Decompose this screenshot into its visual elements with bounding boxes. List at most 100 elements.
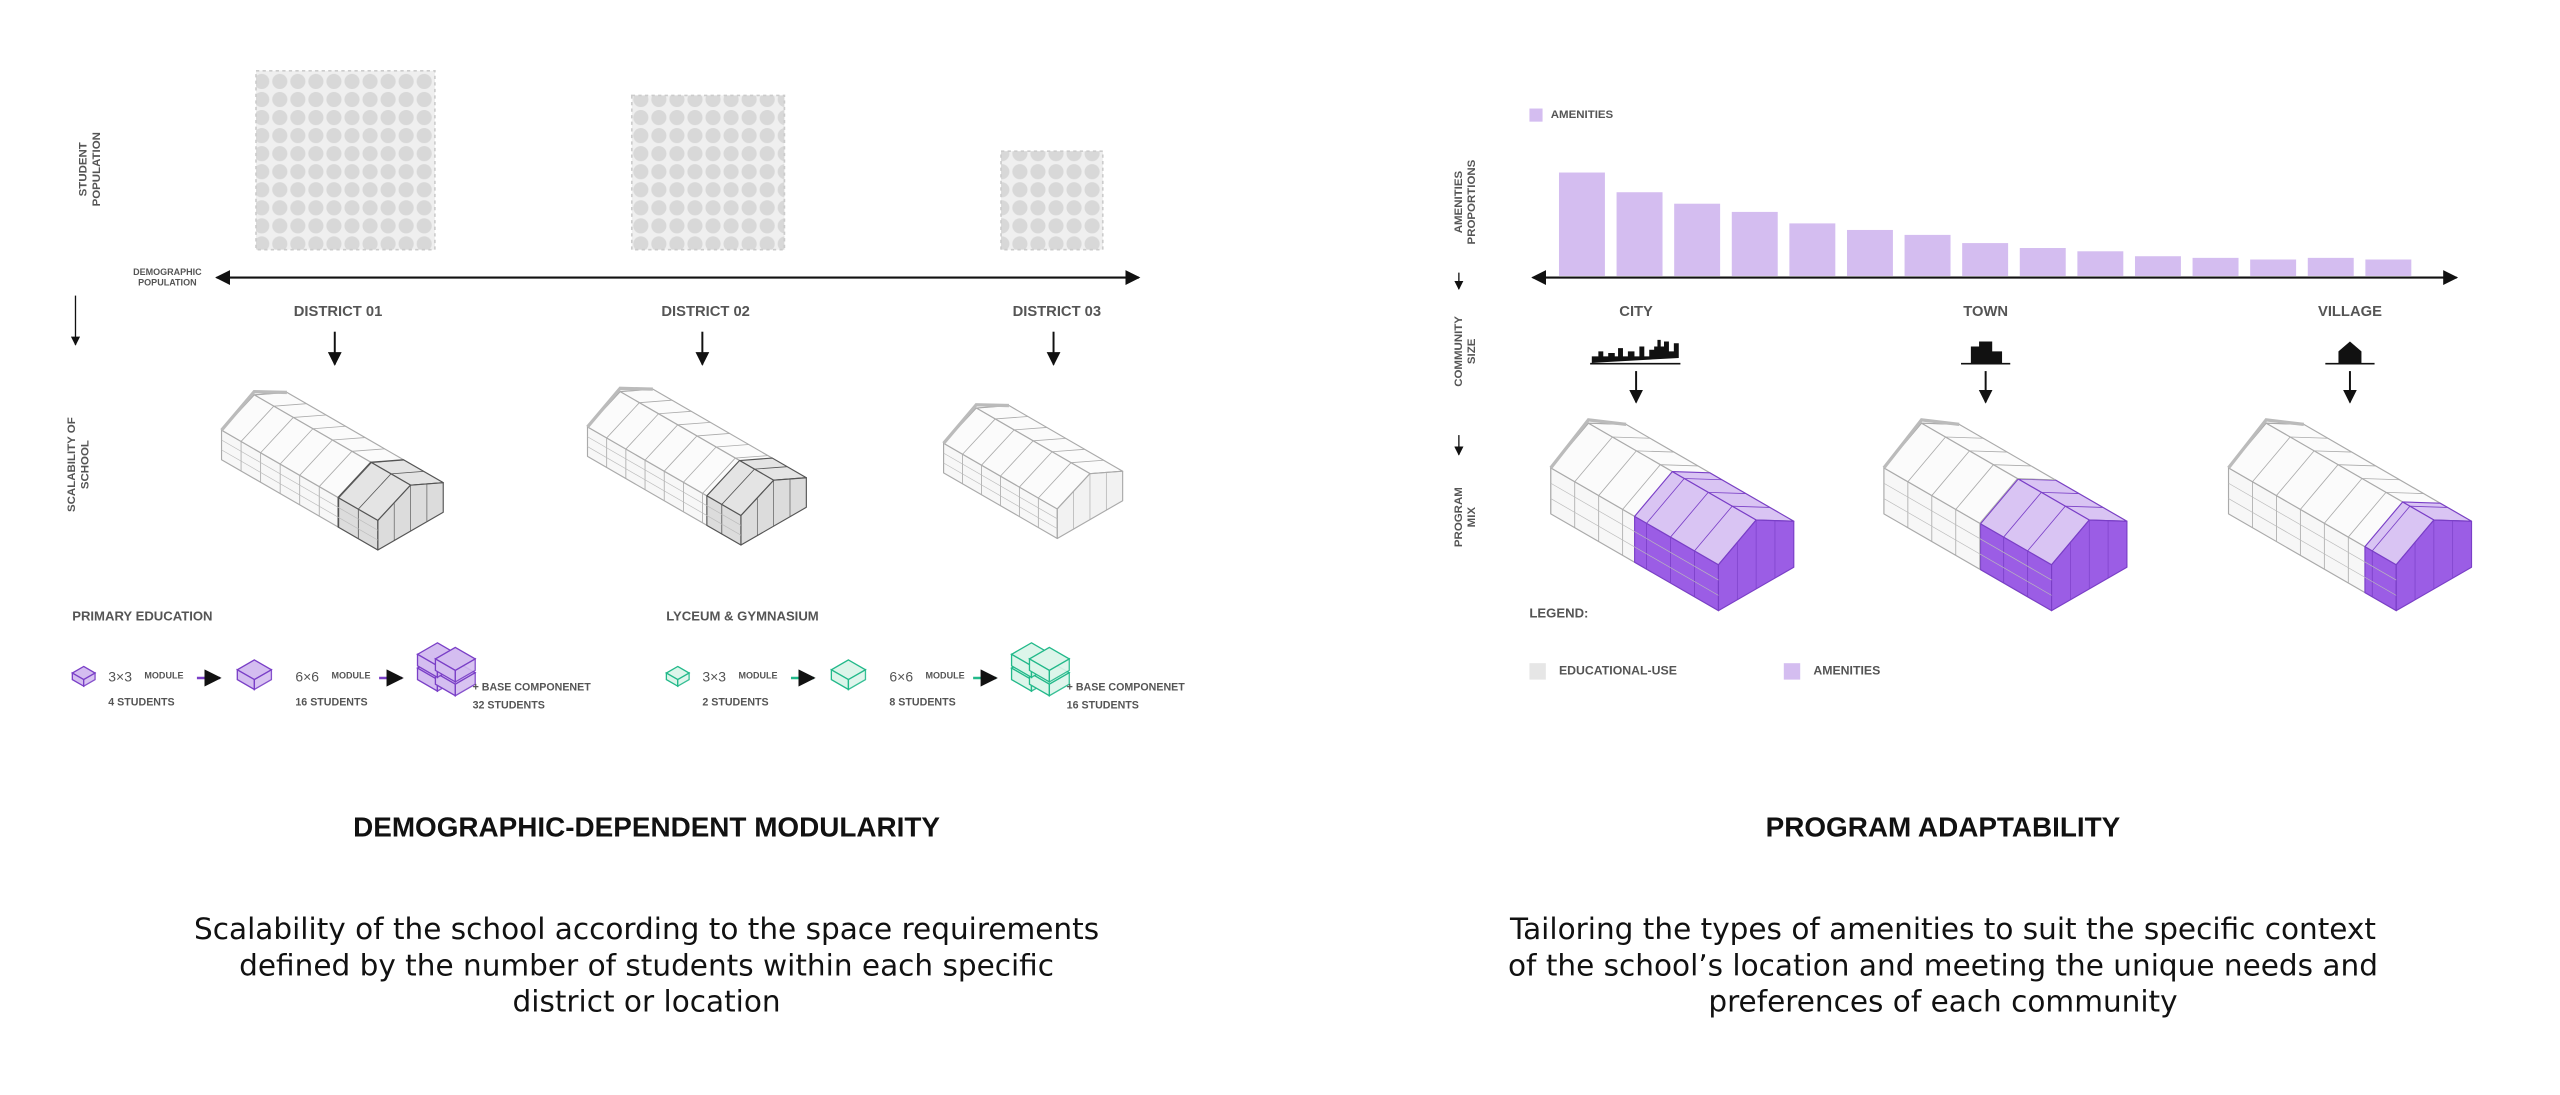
bar	[2019, 248, 2066, 276]
building-line	[221, 449, 379, 541]
school-building	[942, 403, 1124, 540]
cube-face	[1048, 657, 1070, 684]
rotated-label: PROGRAM	[1453, 487, 1465, 547]
building-line	[1019, 451, 1053, 488]
bar	[2307, 257, 2354, 276]
rotated-label: COMMUNITY	[1453, 316, 1465, 387]
building-line	[943, 462, 1058, 529]
rotated-label: SIZE	[1466, 338, 1478, 364]
building-line	[1883, 482, 2052, 581]
building-line	[1670, 492, 1709, 538]
label: POPULATION	[138, 278, 196, 288]
gable-frame	[1882, 418, 1960, 469]
building-line	[318, 451, 353, 487]
school-building	[586, 386, 807, 546]
building-line	[1708, 491, 1746, 494]
building-line	[1014, 427, 1047, 431]
building-line	[735, 455, 769, 459]
legend-label: AMENITIES	[1551, 109, 1614, 121]
building-line	[2371, 505, 2411, 552]
bar	[2250, 259, 2297, 276]
cube-face	[677, 671, 690, 688]
population-block	[1000, 150, 1104, 251]
building-line	[1646, 478, 1685, 524]
building-line	[371, 459, 405, 463]
student-count: 16 STUDENTS	[295, 696, 367, 708]
building-line	[721, 468, 755, 505]
building-line	[2347, 492, 2387, 538]
building-line	[2361, 478, 2400, 481]
building-line	[2003, 492, 2042, 538]
building-line	[2385, 491, 2424, 494]
building-line	[663, 435, 698, 472]
building-line	[1070, 459, 1104, 464]
building-line	[1945, 436, 1984, 439]
bar	[1558, 172, 1605, 276]
description: preferences of each community	[1708, 984, 2177, 1018]
description: of the school’s location and meeting the…	[1508, 948, 2378, 982]
building-line	[312, 425, 346, 430]
building-line	[2065, 505, 2103, 508]
building-line	[221, 439, 379, 531]
building-line	[683, 446, 717, 483]
building-line	[696, 433, 730, 437]
module-unit: MODULE	[144, 671, 183, 681]
module-cube	[235, 659, 273, 691]
gable-frame	[2227, 418, 2305, 469]
building-line	[1660, 464, 1698, 467]
building-line	[1550, 482, 1719, 581]
city-icon	[1590, 339, 1681, 365]
module-cube	[830, 659, 867, 691]
module-size: 6×6	[889, 669, 913, 685]
building-line	[1883, 498, 2052, 596]
student-count: 32 STUDENTS	[473, 700, 545, 712]
description: Scalability of the school according to t…	[194, 912, 1099, 946]
rotated-label: AMENITIES	[1453, 170, 1465, 233]
module-cube	[1010, 642, 1071, 697]
village-icon	[2325, 341, 2375, 365]
building-line	[1052, 448, 1085, 453]
cube-face	[454, 671, 476, 697]
module-size: 3×3	[108, 669, 132, 685]
bar	[2134, 256, 2181, 276]
cube-face	[454, 657, 476, 684]
bar	[1674, 203, 1721, 276]
cube-face	[1048, 671, 1070, 697]
population-blocks	[255, 69, 1104, 251]
building-line	[606, 402, 640, 439]
building-line	[754, 466, 788, 470]
bar	[2365, 259, 2412, 276]
legend-swatch	[1529, 663, 1546, 680]
module-unit: MODULE	[926, 671, 965, 681]
heading: PROGRAM ADAPTABILITY	[1766, 811, 2121, 842]
building-line	[2027, 505, 2066, 552]
building-line	[644, 424, 679, 461]
gable-frame	[586, 386, 653, 428]
module-title: LYCEUM & GYMNASIUM	[666, 609, 819, 624]
building-line	[358, 473, 392, 510]
bar	[1789, 223, 1836, 276]
rotated-label: STUDENT	[78, 142, 90, 196]
cube-face	[83, 671, 96, 688]
student-count: 8 STUDENTS	[889, 696, 955, 708]
module-cube	[71, 665, 97, 688]
building-line	[2314, 450, 2352, 453]
rotated-label: SCHOOL	[79, 440, 91, 489]
module-cube	[665, 665, 691, 688]
building-line	[1732, 505, 1770, 508]
module-unit: MODULE	[331, 671, 370, 681]
building-line	[995, 416, 1028, 420]
building-line	[2324, 478, 2363, 524]
bar	[1962, 243, 2009, 276]
building-line	[332, 437, 366, 441]
building-line	[1931, 450, 1970, 496]
module-size: 6×6	[295, 669, 319, 685]
building-line	[639, 399, 673, 404]
building-line	[1907, 436, 1946, 483]
student-count: 2 STUDENTS	[702, 696, 768, 708]
label: DEMOGRAPHIC	[133, 267, 202, 277]
building-line	[273, 403, 307, 407]
legend-label: EDUCATIONAL-USE	[1559, 664, 1677, 678]
building-line	[1718, 519, 1757, 565]
building-line	[299, 439, 333, 476]
